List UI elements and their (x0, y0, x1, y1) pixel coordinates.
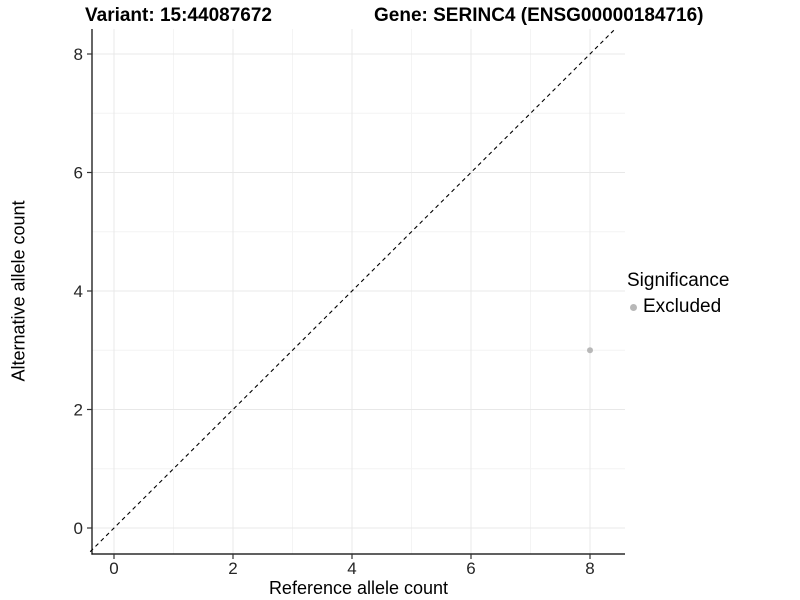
legend-point-icon (630, 303, 637, 311)
legend: Significance Excluded (627, 270, 729, 318)
y-axis-title: Alternative allele count (8, 200, 29, 382)
legend-title: Significance (627, 270, 730, 291)
identity-dashed-line (89, 29, 615, 553)
legend-entry-excluded: Excluded (627, 296, 729, 318)
y-tick-label: 2 (74, 401, 83, 420)
y-tick-label: 6 (74, 164, 83, 183)
y-tick-label: 8 (74, 45, 83, 64)
data-point-excluded (587, 347, 593, 354)
x-tick-label: 2 (228, 559, 237, 578)
legend-entry-label: Excluded (643, 296, 722, 317)
y-tick-label: 0 (74, 519, 83, 538)
x-axis-title: Reference allele count (268, 578, 449, 598)
y-tick-label: 4 (74, 282, 83, 301)
x-tick-label: 0 (109, 559, 118, 578)
plot-title-gene: Gene: SERINC4 (ENSG00000184716) (374, 5, 704, 26)
x-tick-label: 8 (585, 559, 594, 578)
x-tick-label: 4 (347, 559, 356, 578)
x-tick-label: 6 (466, 559, 475, 578)
plot-title-variant: Variant: 15:44087672 (85, 5, 272, 26)
